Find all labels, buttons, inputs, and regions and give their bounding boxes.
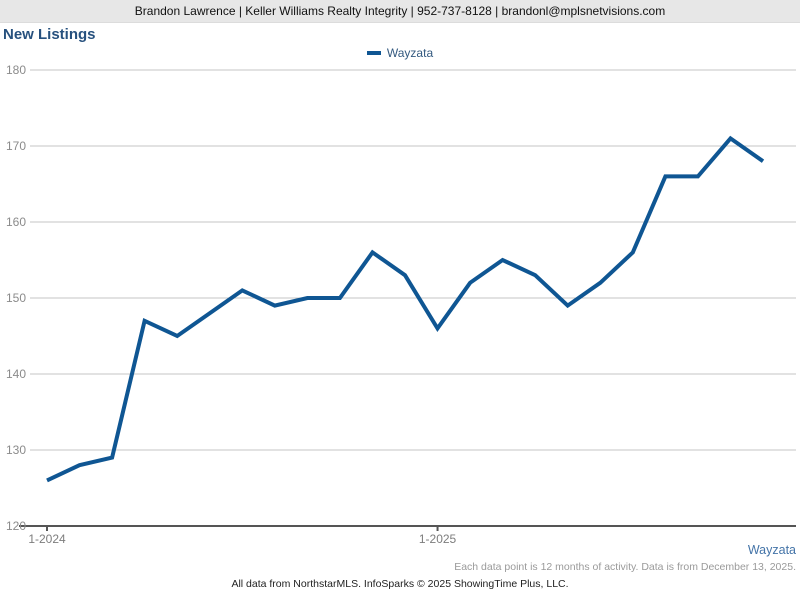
chart-legend: Wayzata <box>0 46 800 60</box>
data-line-wayzata[interactable] <box>46 135 765 483</box>
header-text: Brandon Lawrence | Keller Williams Realt… <box>134 4 666 18</box>
x-axis-tick-label: 1-2024 <box>28 532 66 546</box>
y-axis-label: 170 <box>5 139 26 153</box>
legend-swatch-icon <box>366 51 381 55</box>
y-axis-label: 130 <box>5 443 26 457</box>
legend-label: Wayzata <box>386 46 434 60</box>
footer-area-label: Wayzata <box>747 543 796 557</box>
footer-note-center: All data from NorthstarMLS. InfoSparks ©… <box>231 578 569 590</box>
footer-note-right: Each data point is 12 months of activity… <box>454 561 796 573</box>
x-axis-tick-label: 1-2025 <box>418 532 457 546</box>
y-axis-label: 180 <box>5 63 26 77</box>
y-axis-label: 160 <box>5 215 26 229</box>
y-axis-label: 120 <box>5 519 26 533</box>
y-axis-label: 150 <box>5 291 26 305</box>
page-title: New Listings <box>3 26 96 43</box>
y-axis-label: 140 <box>5 367 26 381</box>
header-bar: Brandon Lawrence | Keller Williams Realt… <box>0 0 800 23</box>
